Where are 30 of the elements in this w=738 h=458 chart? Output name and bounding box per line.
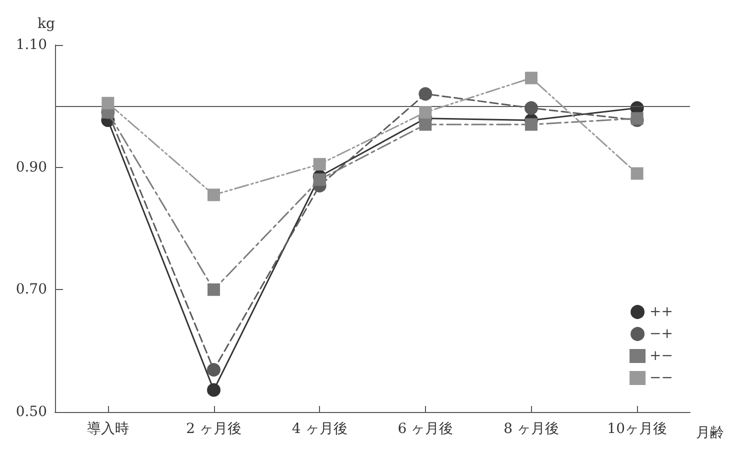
point [419, 106, 432, 119]
x-tick-label: 導入時 [86, 421, 129, 437]
point [524, 101, 538, 115]
x-tick-label: 10ヶ月後 [607, 421, 667, 437]
x-tick-label: 8 ヶ月後 [504, 421, 559, 437]
y-tick-label: 0.50 [16, 404, 47, 420]
point [525, 72, 538, 84]
point [207, 363, 220, 377]
y-axis-title: kg [38, 16, 56, 32]
y-tick-label: 0.70 [16, 282, 47, 298]
y-tick-label: 0.90 [16, 159, 47, 176]
point [208, 188, 220, 202]
x-tick-label: 4 ヶ月後 [292, 421, 348, 437]
legend-label: −− [650, 370, 674, 386]
point [418, 87, 432, 101]
x-tick-label: 2 ヶ月後 [186, 421, 242, 437]
point [630, 167, 644, 180]
legend-label: ++ [650, 304, 674, 320]
point [208, 283, 220, 296]
x-axis-title: 月齢 [696, 425, 724, 441]
point [525, 118, 538, 131]
legend-label: +− [650, 348, 674, 364]
point [313, 158, 326, 171]
legend-label: −+ [650, 326, 674, 342]
point [313, 173, 326, 186]
point [102, 96, 114, 110]
x-tick-label: 6 ヶ月後 [398, 421, 454, 437]
y-tick-label: 1.10 [16, 37, 47, 53]
point [207, 383, 220, 397]
point [419, 118, 432, 131]
